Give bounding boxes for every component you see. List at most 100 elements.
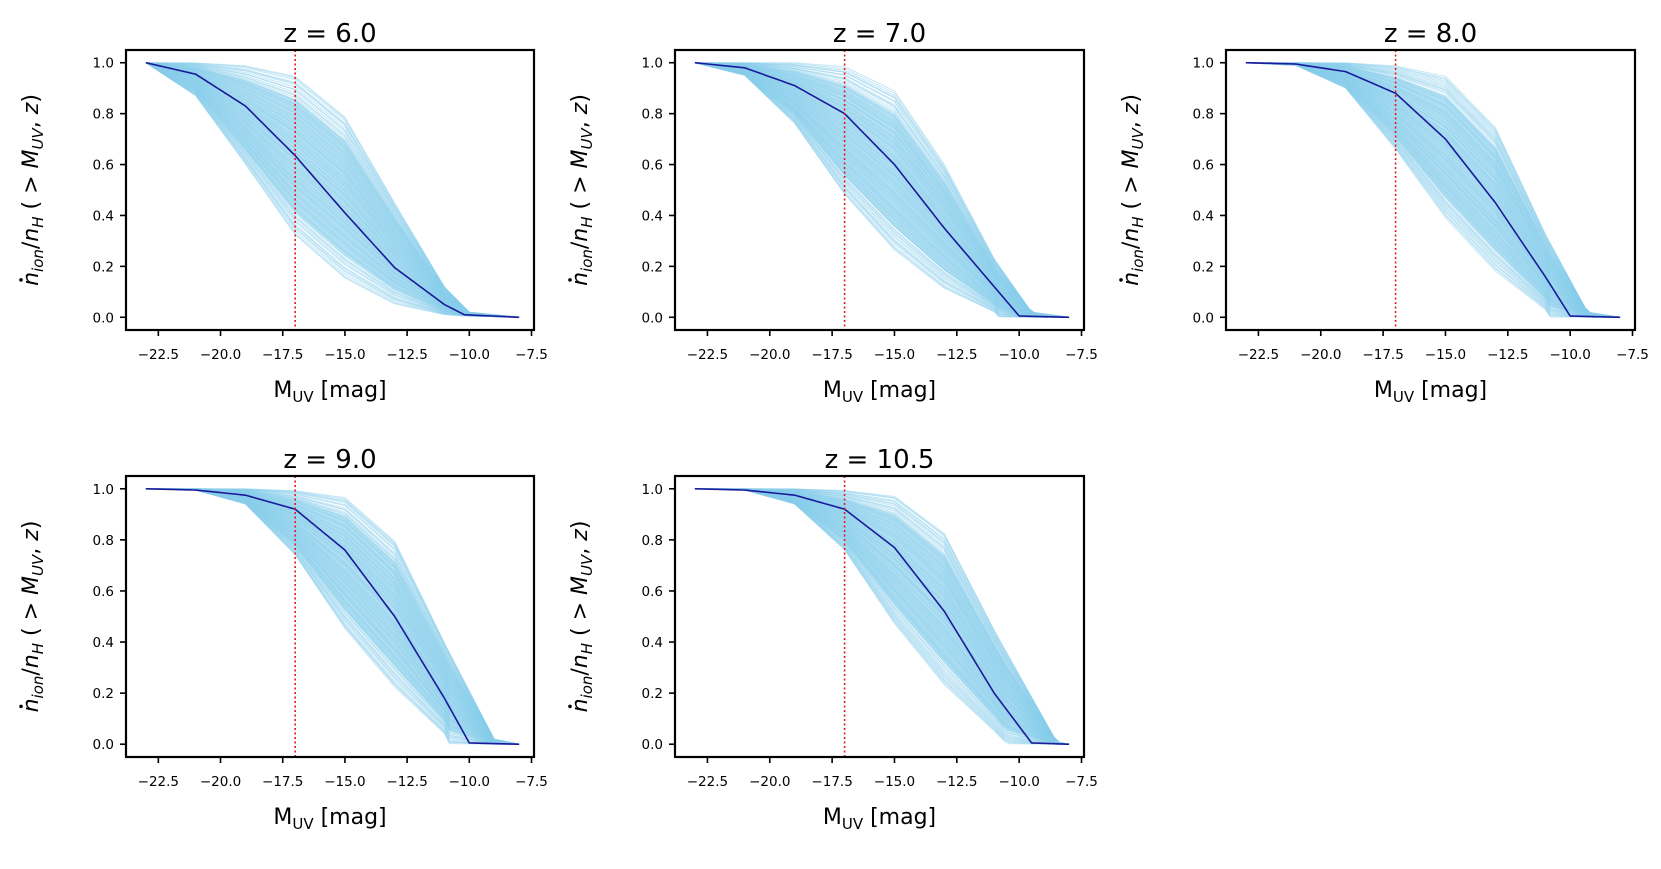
- y-label-dot: [1119, 278, 1123, 282]
- y-label-nh: n: [19, 654, 44, 668]
- x-tick-label: −17.5: [262, 347, 303, 363]
- y-label-h: H: [1129, 216, 1147, 227]
- y-label-z: z: [1119, 102, 1144, 115]
- y-label-slash: /: [19, 241, 44, 249]
- x-tick-label: −17.5: [811, 774, 852, 790]
- y-tick-label: 0.6: [93, 158, 114, 174]
- y-label-m: M: [568, 576, 593, 595]
- median-line: [1245, 61, 1621, 319]
- y-axis-label-text: nion/nH ( > MUV, z): [568, 94, 596, 286]
- y-tick-label: 1.0: [1193, 56, 1214, 72]
- y-tick-label: 0.2: [642, 686, 663, 702]
- y-label-dot: [19, 278, 23, 282]
- y-label-n: n: [1119, 272, 1144, 286]
- envelope-curve: [694, 488, 1070, 745]
- y-tick-label: 1.0: [93, 56, 114, 72]
- y-label-nh: n: [19, 228, 44, 242]
- x-tick-label: −22.5: [138, 347, 179, 363]
- x-label-m: M: [273, 378, 292, 403]
- y-label-m: M: [1119, 149, 1144, 168]
- median-line: [694, 487, 1070, 746]
- x-tick-label: −15.0: [324, 347, 365, 363]
- y-tick-label: 0.6: [93, 584, 114, 600]
- y-label-comma: ,: [568, 114, 593, 128]
- y-label-nh: n: [1119, 228, 1144, 242]
- x-label-sub: UV: [842, 388, 864, 406]
- y-tick-label: 0.8: [642, 107, 663, 123]
- y-label-open: ( >: [568, 595, 593, 643]
- y-label-z: z: [568, 102, 593, 115]
- y-label-ion: ion: [1129, 249, 1147, 272]
- y-tick-label: 0.2: [1193, 259, 1214, 275]
- x-label-m: M: [1374, 378, 1393, 403]
- envelope-group: [1245, 62, 1621, 318]
- y-label-n: n: [19, 698, 44, 712]
- y-label-z: z: [19, 102, 44, 115]
- x-tick-label: −12.5: [1487, 347, 1528, 363]
- x-label-unit: [mag]: [314, 805, 387, 830]
- y-tick-label: 0.8: [93, 533, 114, 549]
- x-label-unit: [mag]: [863, 805, 936, 830]
- panel-2: −22.5 −20.0 −17.5 −15.0 −12.5 −10.0 −7.5 0.0 0.2…: [568, 19, 1098, 406]
- x-tick-label: −15.0: [1425, 347, 1466, 363]
- x-tick-label: −20.0: [749, 774, 790, 790]
- y-label-z: z: [19, 529, 44, 542]
- x-tick-label: −15.0: [324, 774, 365, 790]
- y-tick-label: 0.4: [93, 208, 114, 224]
- y-tick-label: 0.6: [642, 158, 663, 174]
- y-axis-label: nion/nH ( > MUV, z): [19, 521, 47, 713]
- y-label-nh: n: [568, 228, 593, 242]
- y-label-open: ( >: [1119, 168, 1144, 216]
- median-line: [694, 61, 1070, 319]
- envelope-curve: [145, 488, 520, 745]
- x-tick-label: −20.0: [200, 347, 241, 363]
- y-tick-label: 0.0: [93, 737, 114, 753]
- x-label-sub: UV: [292, 815, 314, 833]
- y-tick-label: 0.6: [1193, 158, 1214, 174]
- plot-area: [145, 476, 520, 757]
- y-label-comma: ,: [568, 541, 593, 555]
- envelope-group: [145, 62, 520, 318]
- envelope-group: [145, 488, 520, 745]
- x-tick-label: −22.5: [687, 774, 728, 790]
- x-tick-label: −7.5: [1616, 347, 1649, 363]
- y-label-m: M: [568, 149, 593, 168]
- x-label-sub: UV: [1393, 388, 1415, 406]
- y-label-comma: ,: [19, 541, 44, 555]
- x-label-m: M: [823, 378, 842, 403]
- axes-frame: [1224, 48, 1637, 332]
- y-label-close: ): [1119, 94, 1144, 103]
- y-label-open: ( >: [568, 168, 593, 216]
- y-tick-label: 0.2: [642, 259, 663, 275]
- axes-frame: [673, 48, 1086, 332]
- y-label-comma: ,: [1119, 114, 1144, 128]
- y-label-slash: /: [568, 241, 593, 249]
- y-tick-label: 0.4: [1193, 208, 1214, 224]
- x-axis-label: MUV [mag]: [823, 805, 936, 833]
- x-tick-label: −10.0: [1549, 347, 1590, 363]
- x-label-unit: [mag]: [863, 378, 936, 403]
- envelope-band: [1245, 62, 1621, 318]
- y-label-z: z: [568, 529, 593, 542]
- x-tick-label: −12.5: [936, 347, 977, 363]
- y-tick-label: 0.4: [93, 635, 114, 651]
- y-label-dot: [568, 704, 572, 709]
- y-tick-label: 0.0: [642, 737, 663, 753]
- y-label-m: M: [19, 149, 44, 168]
- y-label-n: n: [568, 272, 593, 286]
- x-tick-label: −22.5: [138, 774, 179, 790]
- y-tick-label: 0.4: [642, 208, 663, 224]
- y-axis-label-text: nion/nH ( > MUV, z): [1119, 94, 1147, 286]
- envelope-curve: [1245, 62, 1621, 318]
- x-tick-label: −17.5: [1362, 347, 1403, 363]
- panel-5: −22.5 −20.0 −17.5 −15.0 −12.5 −10.0 −7.5 0.0 0.2…: [568, 445, 1098, 833]
- y-axis-label: nion/nH ( > MUV, z): [19, 94, 47, 286]
- y-tick-label: 1.0: [642, 482, 663, 498]
- y-tick-label: 1.0: [93, 482, 114, 498]
- x-tick-label: −10.0: [998, 774, 1039, 790]
- panel-title: z = 6.0: [283, 19, 376, 49]
- x-tick-label: −20.0: [749, 347, 790, 363]
- envelope-group: [694, 62, 1070, 318]
- y-tick-label: 0.4: [642, 635, 663, 651]
- y-tick-label: 0.2: [93, 686, 114, 702]
